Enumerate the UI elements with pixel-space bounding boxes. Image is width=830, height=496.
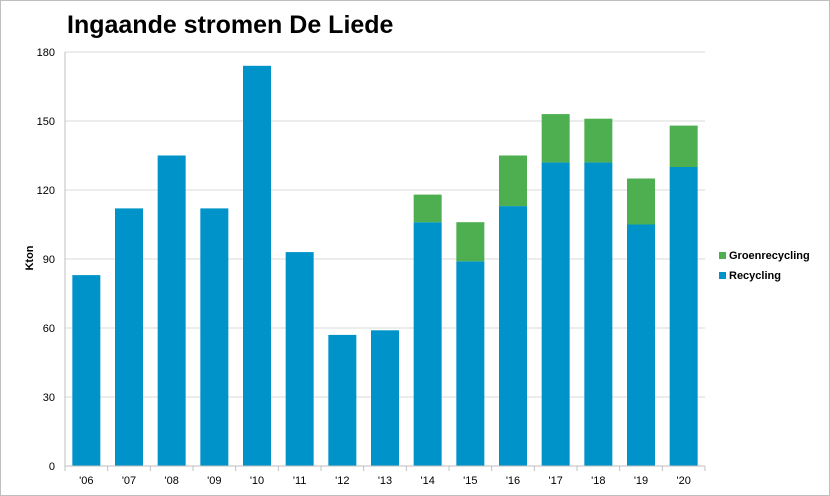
bar-recycling xyxy=(627,224,655,466)
bar-recycling xyxy=(499,206,527,466)
x-tick-label: '06 xyxy=(79,475,93,487)
bar-recycling xyxy=(72,275,101,466)
chart-title: Ingaande stromen De Liede xyxy=(67,11,394,39)
bar-recycling xyxy=(115,208,143,466)
bar-recycling xyxy=(328,334,357,466)
x-tick-label: '16 xyxy=(506,475,520,487)
bar-recycling xyxy=(669,167,698,466)
bar-groenrecycling xyxy=(499,155,527,207)
x-tick-label: '11 xyxy=(293,475,307,487)
x-tick-label: '10 xyxy=(250,475,264,487)
x-tick-label: '17 xyxy=(548,475,562,487)
bar-recycling xyxy=(243,65,271,467)
y-tick-label: 90 xyxy=(43,254,55,266)
bar-recycling xyxy=(584,162,613,466)
bar-groenrecycling xyxy=(456,222,485,262)
bar-groenrecycling xyxy=(584,118,613,163)
x-tick-label: '13 xyxy=(378,475,392,487)
y-tick-label: 180 xyxy=(37,47,55,59)
legend: Groenrecycling Recycling xyxy=(719,250,810,282)
bars xyxy=(72,65,698,467)
bar-groenrecycling xyxy=(541,114,570,163)
x-tick-label: '12 xyxy=(335,475,349,487)
y-tick-label: 60 xyxy=(43,323,55,335)
y-tick-labels: 0 30 60 90 120 150 180 xyxy=(37,47,55,473)
axes xyxy=(64,52,706,471)
bar-groenrecycling xyxy=(627,178,655,225)
bar-groenrecycling xyxy=(669,125,698,167)
y-tick-label: 0 xyxy=(49,461,55,473)
x-tick-label: '18 xyxy=(591,475,605,487)
bar-recycling xyxy=(413,222,442,466)
legend-swatch-groenrecycling xyxy=(719,252,726,259)
y-tick-label: 120 xyxy=(37,185,55,197)
x-tick-label: '08 xyxy=(164,475,178,487)
x-tick-labels: '06 '07 '08 '09 '10 '11 '12 '13 '14 '15 '16 '17 '18 '… xyxy=(79,475,691,487)
y-tick-label: 30 xyxy=(43,392,55,404)
bar-recycling xyxy=(371,330,399,466)
legend-swatch-recycling xyxy=(719,272,726,279)
bar-recycling xyxy=(456,261,485,466)
legend-label-recycling: Recycling xyxy=(729,270,781,282)
x-tick-label: '07 xyxy=(122,475,136,487)
x-tick-label: '20 xyxy=(676,475,690,487)
bar-recycling xyxy=(541,162,570,466)
bar-groenrecycling xyxy=(413,194,442,223)
bar-recycling xyxy=(285,252,314,466)
x-tick-label: '09 xyxy=(207,475,221,487)
y-tick-label: 150 xyxy=(37,116,55,128)
bar-recycling xyxy=(200,208,229,466)
bar-recycling xyxy=(157,155,186,466)
x-tick-label: '14 xyxy=(420,475,434,487)
legend-label-groenrecycling: Groenrecycling xyxy=(729,250,810,262)
x-tick-label: '15 xyxy=(463,475,477,487)
y-axis-label: Kton xyxy=(24,245,36,270)
x-tick-label: '19 xyxy=(634,475,648,487)
